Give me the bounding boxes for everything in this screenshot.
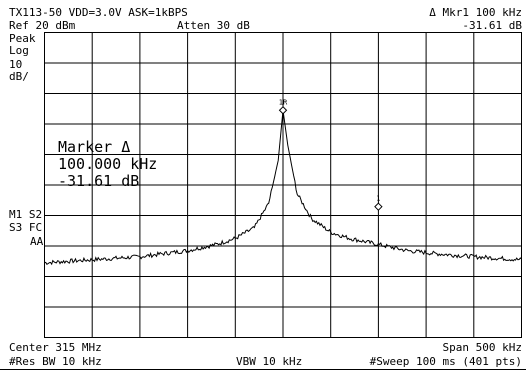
marker-box-amplitude: -31.61 dB [58,172,140,190]
attenuation: Atten 30 dB [177,19,250,32]
marker-label: 1 [376,195,380,203]
marker-group: 1R 1 [278,98,383,211]
video-bandwidth: VBW 10 kHz [236,355,303,368]
marker-diamond [278,106,288,115]
marker-value: -31.61 dB [462,19,522,32]
detector-label: Peak [9,32,36,45]
s-fc-label: S3 FC [9,221,43,234]
center-frequency: Center 315 MHz [9,341,102,354]
resolution-bandwidth: #Res BW 10 kHz [9,355,102,368]
footer-rule [0,369,526,370]
ref-level: Ref 20 dBm [9,19,76,32]
title-text: TX113-50 VDD=3.0V ASK=1kBPS [9,6,188,19]
scale-value-label: 10 [9,58,23,71]
aa-label: AA [30,235,44,248]
span-frequency: Span 500 kHz [442,341,522,354]
marker-label: 1R [279,98,288,106]
m-s-label: M1 S2 [9,208,43,221]
sweep-time: #Sweep 100 ms (401 pts) [369,355,522,368]
marker-diamond [374,202,383,211]
scale-type-label: Log [9,44,29,57]
marker-box-frequency: 100.000 kHz [58,155,158,173]
scale-unit-label: dB/ [9,70,29,83]
marker-box-title: Marker Δ [58,138,131,156]
graticule-grid [44,32,522,338]
marker-readout: Δ Mkr1 100 kHz [429,6,522,19]
